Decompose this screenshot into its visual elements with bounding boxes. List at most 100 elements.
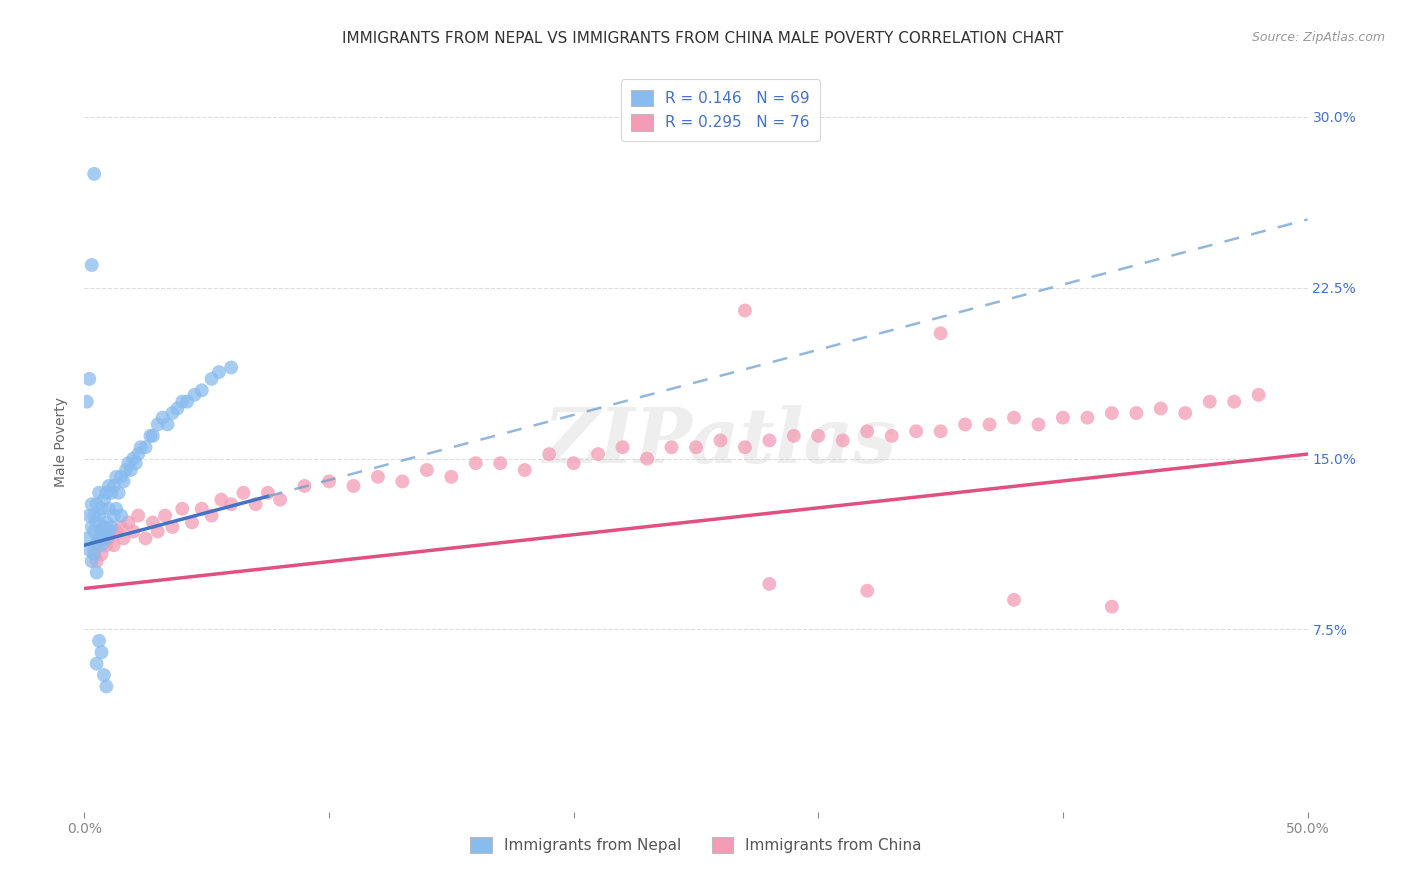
Point: [1028, 417, 1050, 432]
Point: [209, 492, 232, 507]
Point: [612, 440, 634, 454]
Point: [90, 538, 112, 552]
Point: [96, 516, 118, 530]
Point: [87, 633, 110, 648]
Point: [200, 508, 222, 523]
Point: [953, 417, 976, 432]
Point: [232, 485, 254, 500]
Point: [83, 167, 105, 181]
Point: [685, 440, 707, 454]
Point: [831, 434, 853, 448]
Point: [513, 463, 536, 477]
Point: [162, 406, 184, 420]
Point: [96, 532, 118, 546]
Point: [76, 532, 98, 546]
Point: [110, 520, 132, 534]
Point: [905, 425, 928, 439]
Point: [83, 547, 105, 561]
Point: [856, 425, 879, 439]
Point: [464, 456, 486, 470]
Point: [183, 388, 205, 402]
Point: [709, 434, 731, 448]
Point: [83, 524, 105, 539]
Point: [80, 497, 103, 511]
Point: [416, 463, 439, 477]
Point: [110, 470, 132, 484]
Point: [80, 554, 103, 568]
Point: [807, 429, 830, 443]
Point: [86, 497, 108, 511]
Point: [117, 456, 139, 470]
Point: [90, 645, 112, 659]
Point: [191, 384, 214, 398]
Point: [135, 440, 157, 454]
Point: [105, 501, 128, 516]
Point: [103, 479, 125, 493]
Point: [100, 524, 122, 539]
Point: [758, 577, 780, 591]
Point: [440, 470, 463, 484]
Point: [100, 520, 122, 534]
Text: Source: ZipAtlas.com: Source: ZipAtlas.com: [1251, 31, 1385, 45]
Point: [1002, 410, 1025, 425]
Point: [96, 538, 118, 552]
Point: [120, 463, 142, 477]
Point: [181, 516, 204, 530]
Point: [127, 508, 149, 523]
Point: [80, 258, 103, 272]
Point: [318, 475, 340, 489]
Point: [1150, 401, 1173, 416]
Point: [153, 508, 176, 523]
Point: [269, 492, 291, 507]
Point: [929, 425, 952, 439]
Text: ZIPatlas: ZIPatlas: [544, 405, 897, 478]
Point: [257, 485, 280, 500]
Point: [105, 524, 128, 539]
Point: [129, 440, 152, 454]
Point: [162, 520, 184, 534]
Point: [1076, 410, 1098, 425]
Point: [367, 470, 389, 484]
Point: [87, 532, 110, 546]
Point: [87, 485, 110, 500]
Point: [93, 520, 115, 534]
Point: [90, 524, 112, 539]
Point: [342, 479, 364, 493]
Legend: Immigrants from Nepal, Immigrants from China: Immigrants from Nepal, Immigrants from C…: [464, 830, 928, 860]
Point: [562, 456, 585, 470]
Point: [107, 485, 129, 500]
Point: [1125, 406, 1147, 420]
Point: [139, 429, 162, 443]
Point: [929, 326, 952, 341]
Point: [93, 668, 115, 682]
Point: [1101, 599, 1123, 614]
Point: [208, 365, 231, 379]
Point: [100, 485, 122, 500]
Point: [96, 485, 118, 500]
Point: [135, 532, 157, 546]
Point: [191, 501, 214, 516]
Point: [86, 554, 108, 568]
Point: [1198, 394, 1220, 409]
Point: [156, 417, 179, 432]
Point: [115, 463, 138, 477]
Point: [96, 680, 118, 694]
Point: [200, 372, 222, 386]
Point: [77, 508, 100, 523]
Point: [142, 516, 165, 530]
Point: [112, 532, 135, 546]
Point: [86, 566, 108, 580]
Point: [1223, 394, 1246, 409]
Point: [1247, 388, 1270, 402]
Point: [86, 516, 108, 530]
Point: [1174, 406, 1197, 420]
Point: [97, 524, 120, 539]
Point: [90, 547, 112, 561]
Point: [489, 456, 512, 470]
Point: [152, 410, 174, 425]
Point: [880, 429, 903, 443]
Point: [166, 401, 188, 416]
Point: [219, 360, 242, 375]
Point: [391, 475, 413, 489]
Point: [127, 447, 149, 461]
